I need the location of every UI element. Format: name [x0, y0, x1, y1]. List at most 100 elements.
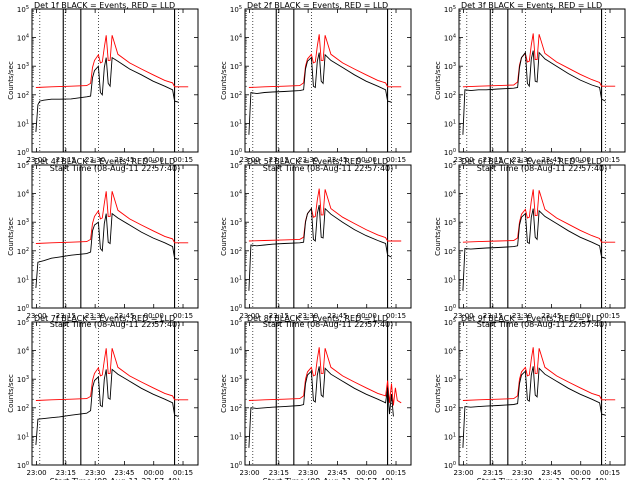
y-tick-label: 101: [17, 119, 29, 128]
x-tick-label: 00:00: [357, 469, 377, 477]
x-axis-label: Start Time (08-Aug-11 22:57:40): [50, 477, 181, 480]
y-tick-label: 101: [230, 119, 242, 128]
y-axis-label: Counts/sec: [434, 217, 442, 256]
detector-panel: Det 2f BLACK = Events, RED = LLD 100 101 10…: [220, 1, 412, 173]
x-tick-label: 00:15: [600, 469, 620, 477]
y-tick-label: 103: [230, 375, 242, 384]
panel-title: Det 6f BLACK = Events, RED = LLD: [461, 157, 602, 166]
x-tick-label: 23:30: [512, 312, 532, 320]
plot-frame: [458, 164, 626, 309]
y-tick-label: 102: [444, 91, 456, 100]
y-tick-label: 101: [17, 432, 29, 441]
lld-series-line: [462, 347, 616, 401]
x-tick-label: 23:30: [512, 156, 532, 164]
x-tick-label: 23:15: [269, 156, 289, 164]
x-tick-label: 23:45: [114, 156, 134, 164]
y-tick-label: 105: [17, 161, 29, 170]
plot-frame: [458, 321, 626, 466]
plot-frame: [31, 321, 199, 466]
y-tick-label: 104: [17, 34, 29, 43]
x-tick-label: 00:00: [357, 156, 377, 164]
y-tick-label: 104: [17, 347, 29, 356]
x-tick-label: 23:00: [26, 469, 46, 477]
x-tick-label: 23:00: [239, 312, 259, 320]
y-tick-label: 105: [444, 318, 456, 327]
y-axis-label: Counts/sec: [7, 61, 15, 100]
events-series-line: [248, 52, 392, 135]
detector-panel: Det 7f BLACK = Events, RED = LLD 100 101 10…: [7, 314, 199, 480]
x-tick-label: 23:45: [541, 469, 561, 477]
x-tick-label: 23:30: [512, 469, 532, 477]
x-tick-label: 23:15: [56, 469, 76, 477]
x-tick-label: 23:45: [541, 156, 561, 164]
x-tick-label: 23:45: [327, 156, 347, 164]
y-tick-label: 101: [17, 275, 29, 284]
x-axis-label: Start Time (08-Aug-11 22:57:40): [477, 320, 608, 329]
x-tick-label: 23:45: [114, 312, 134, 320]
y-tick-label: 105: [230, 161, 242, 170]
plot-frame: [244, 321, 412, 466]
y-tick-label: 100: [444, 304, 456, 313]
y-tick-label: 102: [230, 91, 242, 100]
lld-series-line: [35, 191, 189, 244]
x-tick-label: 23:15: [269, 312, 289, 320]
y-tick-label: 104: [230, 347, 242, 356]
detector-panel: Det 6f BLACK = Events, RED = LLD 100 101 10…: [434, 157, 626, 329]
y-tick-label: 100: [444, 461, 456, 470]
lld-series-line: [248, 347, 402, 406]
x-tick-label: 00:00: [144, 469, 164, 477]
x-tick-label: 23:45: [327, 469, 347, 477]
x-tick-label: 23:00: [26, 156, 46, 164]
x-tick-label: 00:15: [173, 469, 193, 477]
events-series-line: [248, 366, 394, 448]
x-tick-label: 23:15: [56, 156, 76, 164]
lld-series-line: [462, 189, 616, 243]
detector-panel: Det 8f BLACK = Events, RED = LLD 100 101 10…: [220, 314, 412, 480]
x-tick-label: 00:15: [600, 312, 620, 320]
x-tick-label: 23:15: [483, 156, 503, 164]
y-tick-label: 100: [230, 461, 242, 470]
detector-panel: Det 3f BLACK = Events, RED = LLD 100 101 10…: [434, 1, 626, 173]
x-tick-label: 23:45: [114, 469, 134, 477]
detector-panel: Det 5f BLACK = Events, RED = LLD 100 101 10…: [220, 157, 412, 329]
y-tick-label: 102: [444, 404, 456, 413]
y-tick-label: 104: [230, 34, 242, 43]
x-tick-label: 00:15: [173, 312, 193, 320]
y-axis-label: Counts/sec: [434, 374, 442, 413]
y-axis-label: Counts/sec: [220, 61, 228, 100]
y-tick-label: 102: [17, 91, 29, 100]
x-tick-label: 23:15: [269, 469, 289, 477]
y-tick-label: 102: [17, 404, 29, 413]
x-tick-label: 23:00: [239, 156, 259, 164]
y-tick-label: 104: [230, 190, 242, 199]
x-tick-label: 00:00: [571, 156, 591, 164]
x-tick-label: 23:45: [541, 312, 561, 320]
y-tick-label: 102: [230, 247, 242, 256]
events-series-line: [462, 208, 606, 291]
plot-frame: [244, 8, 412, 153]
x-tick-label: 23:30: [298, 469, 318, 477]
x-tick-label: 00:15: [173, 156, 193, 164]
x-axis-label: Start Time (08-Aug-11 22:57:40): [477, 164, 608, 173]
x-axis-label: Start Time (08-Aug-11 22:57:40): [50, 320, 181, 329]
y-tick-label: 103: [230, 62, 242, 71]
x-axis-label: Start Time (08-Aug-11 22:57:40): [263, 164, 394, 173]
y-tick-label: 100: [230, 148, 242, 157]
y-tick-label: 101: [444, 432, 456, 441]
y-tick-label: 105: [230, 5, 242, 14]
y-tick-label: 105: [444, 161, 456, 170]
y-tick-label: 104: [444, 190, 456, 199]
x-tick-label: 23:00: [239, 469, 259, 477]
y-tick-label: 104: [444, 347, 456, 356]
lld-series-line: [35, 35, 189, 88]
x-tick-label: 23:15: [56, 312, 76, 320]
y-tick-label: 100: [17, 461, 29, 470]
lld-series-line: [248, 188, 402, 242]
x-tick-label: 23:00: [453, 469, 473, 477]
x-axis-label: Start Time (08-Aug-11 22:57:40): [263, 477, 394, 480]
y-tick-label: 100: [17, 304, 29, 313]
y-axis-label: Counts/sec: [7, 374, 15, 413]
x-tick-label: 23:30: [85, 312, 105, 320]
panel-title: Det 5f BLACK = Events, RED = LLD: [247, 157, 388, 166]
